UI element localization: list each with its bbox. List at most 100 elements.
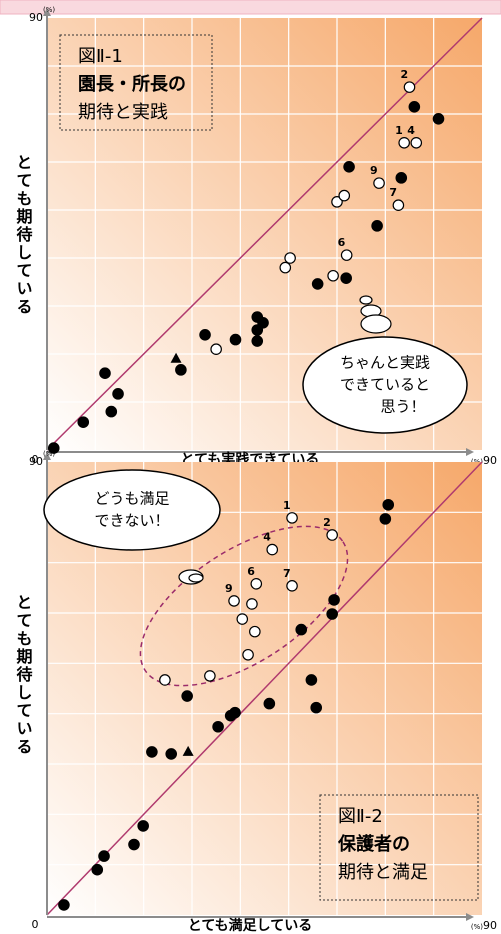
point (326, 608, 338, 620)
point-label: 1 (395, 124, 403, 137)
point (408, 101, 421, 113)
point (327, 269, 339, 282)
point (204, 670, 216, 682)
point (382, 498, 395, 511)
point (326, 529, 338, 541)
point (249, 625, 261, 638)
point (236, 613, 249, 625)
thought-puff (359, 295, 373, 305)
point (159, 674, 171, 686)
point (105, 405, 118, 418)
figure-title: 園長・所長の (78, 74, 186, 95)
header-strip (0, 0, 501, 15)
callout-text: できない！ (94, 512, 169, 530)
y-axis-arrow (43, 452, 51, 460)
x-axis-arrow (466, 448, 474, 456)
callout-text: ちゃんと実践 (340, 354, 430, 372)
figure-subtitle: 期待と実践 (78, 102, 168, 123)
point-label: 9 (370, 164, 378, 177)
point-label: 7 (389, 186, 397, 199)
callout-cloud (43, 469, 221, 551)
point-label: 2 (401, 68, 409, 81)
point (310, 701, 323, 714)
y-label-bg (12, 150, 32, 320)
x-tick-label: 0 (32, 453, 39, 466)
point (373, 177, 385, 189)
point (210, 343, 222, 355)
point (286, 580, 298, 592)
point (250, 578, 263, 590)
point (228, 595, 240, 607)
point (112, 388, 124, 400)
point (284, 252, 296, 264)
point (340, 272, 352, 284)
point (371, 220, 383, 232)
point (263, 697, 276, 710)
point (251, 324, 264, 336)
point (398, 137, 410, 149)
point (311, 278, 324, 290)
point (246, 598, 258, 610)
point-label: 2 (323, 516, 331, 529)
callout-cloud (302, 336, 468, 434)
point (410, 137, 423, 149)
point (379, 513, 392, 525)
diagonal-line (46, 461, 483, 916)
point (165, 748, 178, 760)
point (340, 249, 353, 261)
point (170, 352, 182, 363)
thought-puff (188, 573, 204, 583)
point-label: 6 (247, 565, 255, 578)
figure-label: 図Ⅱ-1 (78, 46, 123, 67)
point (328, 594, 340, 606)
point (403, 81, 416, 93)
point (432, 113, 445, 125)
point-label: 9 (225, 582, 233, 595)
point (295, 623, 308, 636)
point (146, 746, 158, 758)
callout-text: 思う！ (380, 398, 425, 416)
y-tick-label: 90 (29, 455, 43, 468)
point (343, 161, 355, 173)
x-tick-label: 90 (483, 919, 497, 932)
point (338, 189, 351, 202)
callout-text: できていると (340, 376, 430, 394)
point (266, 543, 279, 556)
point (286, 512, 298, 524)
point (181, 690, 193, 702)
point (182, 745, 194, 756)
y-unit: (%) (43, 450, 55, 458)
x-axis-label: とても満足している (188, 917, 312, 934)
point (229, 706, 241, 719)
group-ellipse (139, 525, 349, 687)
y-tick-label: 90 (29, 11, 43, 24)
point (279, 261, 292, 274)
figure-box (59, 34, 213, 131)
point (212, 720, 224, 733)
figure-title: 保護者の (337, 833, 410, 855)
point (128, 838, 140, 851)
thought-puff (360, 314, 392, 334)
y-label-bg (12, 590, 32, 760)
point (331, 196, 343, 208)
y-axis-label: とても期待している (14, 154, 33, 316)
point (77, 416, 90, 428)
point (395, 172, 408, 184)
point-label: 6 (338, 236, 346, 249)
point-label: 4 (407, 124, 415, 137)
y-axis-label: とても期待している (14, 594, 33, 756)
x-unit: (%) (471, 923, 483, 931)
x-tick-label: 0 (32, 918, 39, 931)
point (91, 863, 104, 876)
point (58, 899, 70, 911)
point (392, 199, 405, 211)
point (199, 328, 211, 341)
point (305, 674, 318, 686)
point (137, 820, 149, 832)
point-label: 4 (263, 531, 271, 544)
callout-text: どうも満足 (94, 490, 169, 508)
y-unit: (%) (43, 6, 55, 14)
x-axis-arrow (466, 913, 474, 921)
y-axis-arrow (43, 8, 51, 16)
